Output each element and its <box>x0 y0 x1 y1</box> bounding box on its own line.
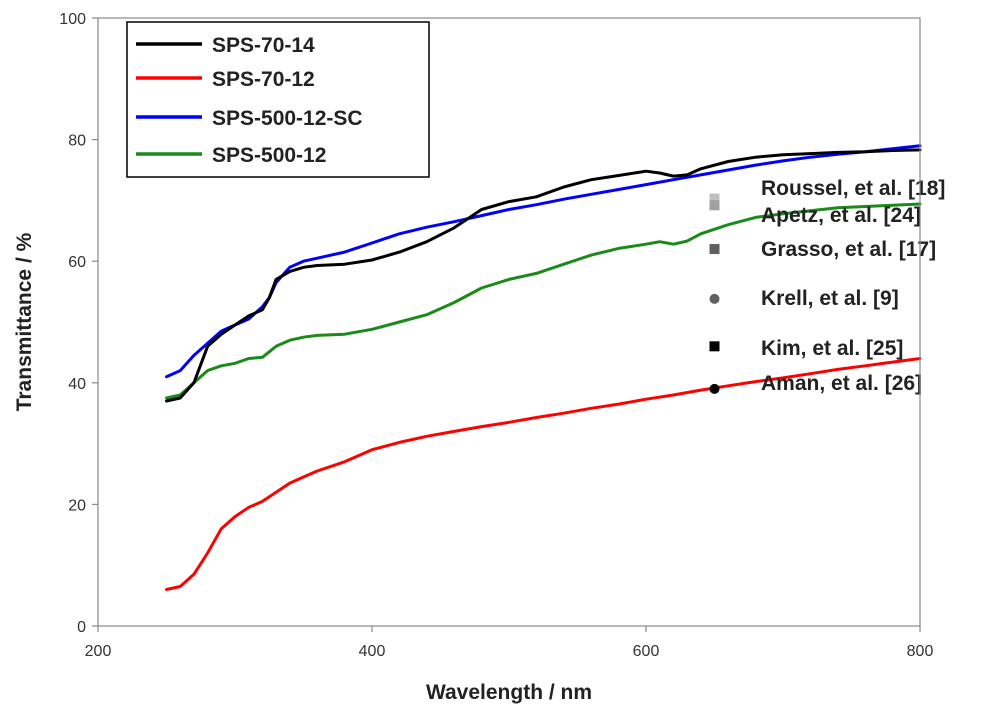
x-tick-label: 400 <box>359 643 386 660</box>
ref-label: Krell, et al. [9] <box>761 287 899 310</box>
x-tick-label: 200 <box>85 643 112 660</box>
ref-marker-square <box>709 244 720 255</box>
y-axis-title: Transmittance / % <box>13 232 36 411</box>
series-line-sps-70-12 <box>165 357 922 591</box>
y-axis-ticks: 0 20 40 60 80 100 <box>59 11 98 636</box>
series-layer <box>165 144 922 591</box>
legend-label: SPS-500-12 <box>212 144 326 167</box>
ref-label: Roussel, et al. [18] <box>761 177 945 200</box>
ref-label: Aman, et al. [26] <box>761 372 922 395</box>
ref-label: Kim, et al. [25] <box>761 337 903 360</box>
y-tick-label: 40 <box>68 376 86 393</box>
ref-marker-square <box>709 193 720 204</box>
legend-items: SPS-70-14 SPS-70-12 SPS-500-12-SC SPS-500-1… <box>136 34 363 167</box>
legend-label: SPS-70-12 <box>212 68 315 91</box>
x-tick-label: 600 <box>633 643 660 660</box>
legend: SPS-70-14 SPS-70-12 SPS-500-12-SC SPS-500-1… <box>126 21 430 178</box>
y-tick-label: 20 <box>68 497 86 514</box>
legend-box <box>126 21 430 178</box>
y-tick-label: 80 <box>68 133 86 150</box>
legend-label: SPS-500-12-SC <box>212 107 363 130</box>
ref-label: Apetz, et al. [24] <box>761 204 921 227</box>
x-axis-ticks: 200 400 600 800 <box>85 626 934 660</box>
legend-label: SPS-70-14 <box>212 34 315 57</box>
ref-marker-square <box>709 200 720 211</box>
y-tick-label: 0 <box>77 619 86 636</box>
x-tick-label: 800 <box>907 643 934 660</box>
ref-marker-circle <box>709 383 720 394</box>
series-line-sps-500-12-sc <box>165 144 922 379</box>
reference-points-layer: Roussel, et al. [18] Apetz, et al. [24] Gr… <box>709 177 945 395</box>
x-axis-title: Wavelength / nm <box>426 681 592 704</box>
series-line-sps-70-14 <box>165 148 922 403</box>
ref-label: Grasso, et al. [17] <box>761 238 936 261</box>
series-line-sps-500-12 <box>165 202 922 400</box>
ref-marker-circle <box>709 293 720 304</box>
ref-marker-square <box>709 341 720 352</box>
plot-frame <box>97 17 921 627</box>
y-tick-label: 60 <box>68 254 86 271</box>
y-tick-label: 100 <box>59 11 86 28</box>
